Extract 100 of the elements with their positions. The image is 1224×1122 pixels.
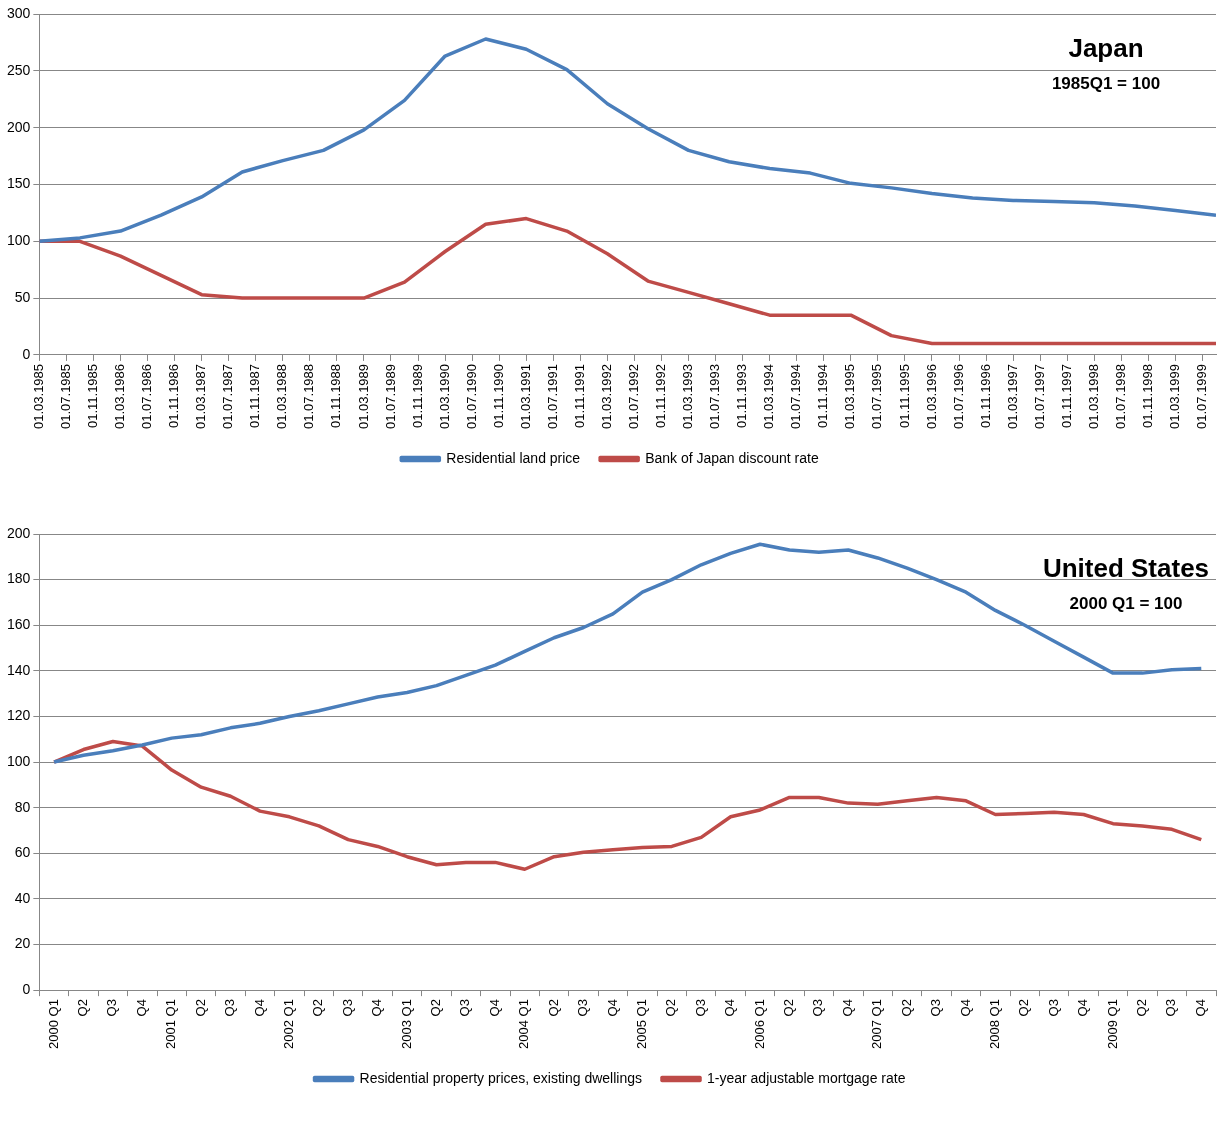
x-tick-label: Q3 bbox=[1163, 999, 1179, 1017]
x-tick-label: 01.07.1990 bbox=[463, 363, 479, 430]
x-tick-label: Q2 bbox=[898, 999, 914, 1017]
x-tick-label: 01.07.1997 bbox=[1031, 363, 1047, 430]
x-tick-label: Q4 bbox=[722, 999, 738, 1017]
x-tick-label: 01.07.1986 bbox=[139, 363, 155, 430]
x-tick-label: 2005 Q1 bbox=[633, 999, 649, 1049]
x-tick-label: 01.03.1993 bbox=[680, 363, 696, 430]
y-tick-label: 300 bbox=[7, 4, 31, 21]
x-tick-label: 01.03.1988 bbox=[274, 363, 290, 430]
x-tick-label: 01.07.1994 bbox=[788, 363, 804, 430]
y-tick-label: 180 bbox=[7, 570, 31, 587]
x-tick-label: Q4 bbox=[251, 999, 267, 1017]
x-tick-label: Q3 bbox=[928, 999, 944, 1017]
x-tick-label: 01.07.1996 bbox=[950, 363, 966, 430]
x-tick-label: 01.07.1987 bbox=[220, 363, 236, 430]
x-tick-label: Q4 bbox=[1075, 999, 1091, 1017]
x-tick-label: 01.03.1998 bbox=[1085, 363, 1101, 430]
x-tick-label: Q3 bbox=[1045, 999, 1061, 1017]
x-tick-label: 01.07.1985 bbox=[57, 363, 73, 430]
legend-label: Residential land price bbox=[446, 449, 581, 466]
y-tick-label: 60 bbox=[14, 844, 31, 861]
y-tick-label: 160 bbox=[7, 616, 31, 633]
y-tick-label: 80 bbox=[14, 798, 31, 815]
x-tick-label: Q2 bbox=[1134, 999, 1150, 1017]
x-tick-label: Q3 bbox=[575, 999, 591, 1017]
x-tick-label: Q2 bbox=[781, 999, 797, 1017]
y-tick-label: 250 bbox=[7, 61, 31, 78]
x-tick-label: 01.11.1995 bbox=[896, 363, 912, 429]
x-tick-label: 2002 Q1 bbox=[280, 999, 296, 1049]
x-tick-label: 2007 Q1 bbox=[869, 999, 885, 1049]
x-tick-label: 2003 Q1 bbox=[398, 999, 414, 1049]
legend-label: 1-year adjustable mortgage rate bbox=[707, 1069, 906, 1086]
x-tick-label: 01.03.1992 bbox=[598, 363, 614, 430]
x-tick-label: Q3 bbox=[692, 999, 708, 1017]
y-tick-label: 20 bbox=[14, 935, 31, 952]
legend-label: Bank of Japan discount rate bbox=[645, 449, 819, 466]
x-tick-label: 01.07.1989 bbox=[382, 363, 398, 430]
x-tick-label: 01.11.1996 bbox=[977, 363, 993, 429]
x-tick-label: 01.11.1998 bbox=[1139, 363, 1155, 429]
x-tick-label: Q2 bbox=[75, 999, 91, 1017]
x-tick-label: 01.11.1997 bbox=[1058, 363, 1074, 429]
x-tick-label: Q4 bbox=[1192, 999, 1208, 1017]
x-tick-label: 01.07.1991 bbox=[544, 363, 560, 430]
x-tick-label: 01.11.1992 bbox=[653, 363, 669, 429]
x-tick-label: 01.07.1993 bbox=[707, 363, 723, 430]
x-tick-label: Q2 bbox=[663, 999, 679, 1017]
x-tick-label: 01.03.1990 bbox=[436, 363, 452, 430]
x-tick-label: 01.03.1996 bbox=[923, 363, 939, 430]
x-tick-label: Q3 bbox=[104, 999, 120, 1017]
x-tick-label: 01.11.1988 bbox=[328, 363, 344, 429]
x-tick-label: 01.11.1993 bbox=[734, 363, 750, 429]
x-tick-label: Q2 bbox=[1016, 999, 1032, 1017]
x-tick-label: 01.03.1986 bbox=[112, 363, 128, 430]
x-tick-label: Q2 bbox=[310, 999, 326, 1017]
x-tick-label: 01.03.1991 bbox=[517, 363, 533, 430]
x-tick-label: 01.03.1985 bbox=[30, 363, 46, 430]
text: 1985Q1 = 100 bbox=[1051, 73, 1161, 93]
x-tick-label: Q4 bbox=[604, 999, 620, 1017]
x-tick-label: Q2 bbox=[428, 999, 444, 1017]
x-tick-label: 01.11.1990 bbox=[490, 363, 506, 429]
x-tick-label: 2004 Q1 bbox=[516, 999, 532, 1049]
y-tick-label: 0 bbox=[22, 980, 31, 997]
y-tick-label: 200 bbox=[7, 524, 31, 541]
x-tick-label: Q4 bbox=[839, 999, 855, 1017]
x-tick-label: 01.03.1989 bbox=[355, 363, 371, 430]
x-tick-label: 2000 Q1 bbox=[45, 999, 61, 1049]
x-tick-label: Q3 bbox=[457, 999, 473, 1017]
y-tick-label: 40 bbox=[14, 889, 31, 906]
y-tick-label: 140 bbox=[7, 661, 31, 678]
x-tick-label: Q4 bbox=[369, 999, 385, 1017]
x-tick-label: 2001 Q1 bbox=[163, 999, 179, 1049]
x-tick-label: Q3 bbox=[810, 999, 826, 1017]
x-tick-label: 01.11.1986 bbox=[166, 363, 182, 429]
x-tick-label: 2008 Q1 bbox=[986, 999, 1002, 1049]
x-tick-label: 01.03.1997 bbox=[1004, 363, 1020, 430]
x-tick-label: 2006 Q1 bbox=[751, 999, 767, 1049]
x-tick-label: 01.11.1985 bbox=[85, 363, 101, 429]
x-tick-label: 01.11.1987 bbox=[247, 363, 263, 429]
x-tick-label: 01.11.1991 bbox=[571, 363, 587, 429]
x-tick-label: Q2 bbox=[545, 999, 561, 1017]
x-tick-label: 01.07.1992 bbox=[626, 363, 642, 430]
text: 2000 Q1 = 100 bbox=[1069, 593, 1183, 613]
x-tick-label: Q4 bbox=[957, 999, 973, 1017]
x-tick-label: Q3 bbox=[222, 999, 238, 1017]
y-tick-label: 120 bbox=[7, 707, 31, 724]
x-tick-label: Q3 bbox=[339, 999, 355, 1017]
x-tick-label: 01.07.1995 bbox=[869, 363, 885, 430]
x-tick-label: 01.07.1999 bbox=[1194, 363, 1210, 430]
x-tick-label: 2009 Q1 bbox=[1104, 999, 1120, 1049]
x-tick-label: 01.03.1999 bbox=[1167, 363, 1182, 430]
text: Japan bbox=[1068, 33, 1144, 64]
x-tick-label: 01.07.1988 bbox=[301, 363, 317, 430]
text: United States bbox=[1042, 553, 1210, 584]
x-tick-label: 01.11.1989 bbox=[409, 363, 425, 429]
x-tick-label: Q2 bbox=[192, 999, 208, 1017]
y-tick-label: 0 bbox=[22, 345, 31, 362]
y-tick-label: 200 bbox=[7, 118, 31, 135]
x-tick-label: 01.07.1998 bbox=[1112, 363, 1128, 430]
y-tick-label: 100 bbox=[7, 752, 31, 769]
